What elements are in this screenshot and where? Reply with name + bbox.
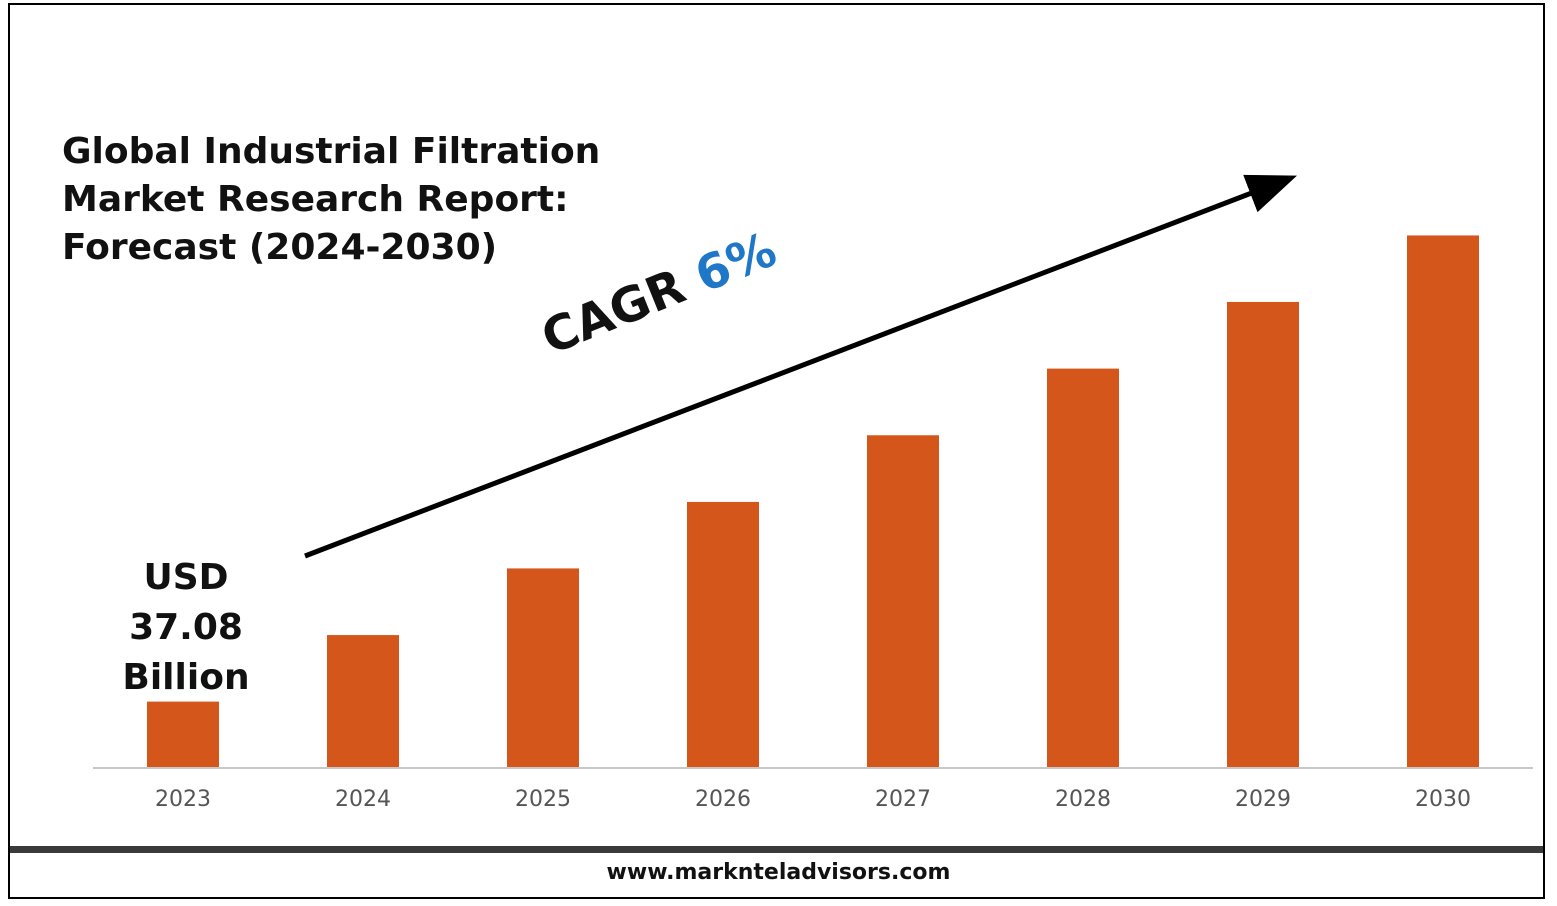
x-tick-labels: 2023 2024 2025 2026 2027 2028 2029 2030 (155, 787, 1471, 812)
growth-arrow (304, 174, 1298, 559)
footer-url[interactable]: www.marknteladvisors.com (606, 860, 951, 885)
x-tick-label-2025: 2025 (515, 787, 571, 812)
x-tick-label-2024: 2024 (335, 787, 391, 812)
bar-2030 (1407, 235, 1479, 767)
start-value-label: USD 37.08 Billion (122, 557, 250, 698)
x-tick-label-2026: 2026 (695, 787, 751, 812)
x-tick-label-2029: 2029 (1235, 787, 1291, 812)
bar-2027 (867, 435, 939, 767)
chart-title: Global Industrial Filtration Market Rese… (62, 131, 601, 268)
x-tick-label-2023: 2023 (155, 787, 211, 812)
bars-group (147, 235, 1479, 767)
x-tick-label-2027: 2027 (875, 787, 931, 812)
bar-2023 (147, 701, 219, 767)
x-tick-label-2028: 2028 (1055, 787, 1111, 812)
bar-2028 (1047, 368, 1119, 767)
footer-divider (10, 846, 1543, 853)
bar-2024 (327, 635, 399, 767)
bar-2025 (507, 568, 579, 767)
bar-2026 (687, 501, 759, 767)
x-tick-label-2030: 2030 (1415, 787, 1471, 812)
bar-2029 (1227, 301, 1299, 767)
